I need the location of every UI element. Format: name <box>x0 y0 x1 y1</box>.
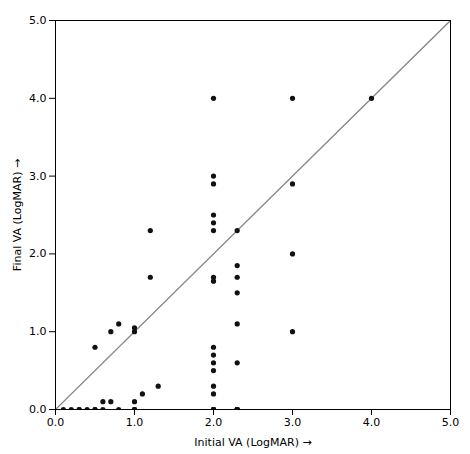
svg-text:1.0: 1.0 <box>126 416 144 429</box>
svg-text:Initial VA (LogMAR) →: Initial VA (LogMAR) → <box>194 436 311 449</box>
svg-text:5.0: 5.0 <box>442 416 460 429</box>
svg-text:0.0: 0.0 <box>47 416 65 429</box>
svg-text:2.0: 2.0 <box>205 416 223 429</box>
svg-text:4.0: 4.0 <box>29 92 47 105</box>
svg-text:2.0: 2.0 <box>29 247 47 260</box>
svg-text:4.0: 4.0 <box>363 416 381 429</box>
svg-text:3.0: 3.0 <box>29 170 47 183</box>
svg-text:Final VA (LogMAR) →: Final VA (LogMAR) → <box>11 159 24 271</box>
svg-text:5.0: 5.0 <box>29 14 47 27</box>
svg-text:0.0: 0.0 <box>29 403 47 416</box>
svg-text:1.0: 1.0 <box>29 325 47 338</box>
svg-text:3.0: 3.0 <box>284 416 302 429</box>
